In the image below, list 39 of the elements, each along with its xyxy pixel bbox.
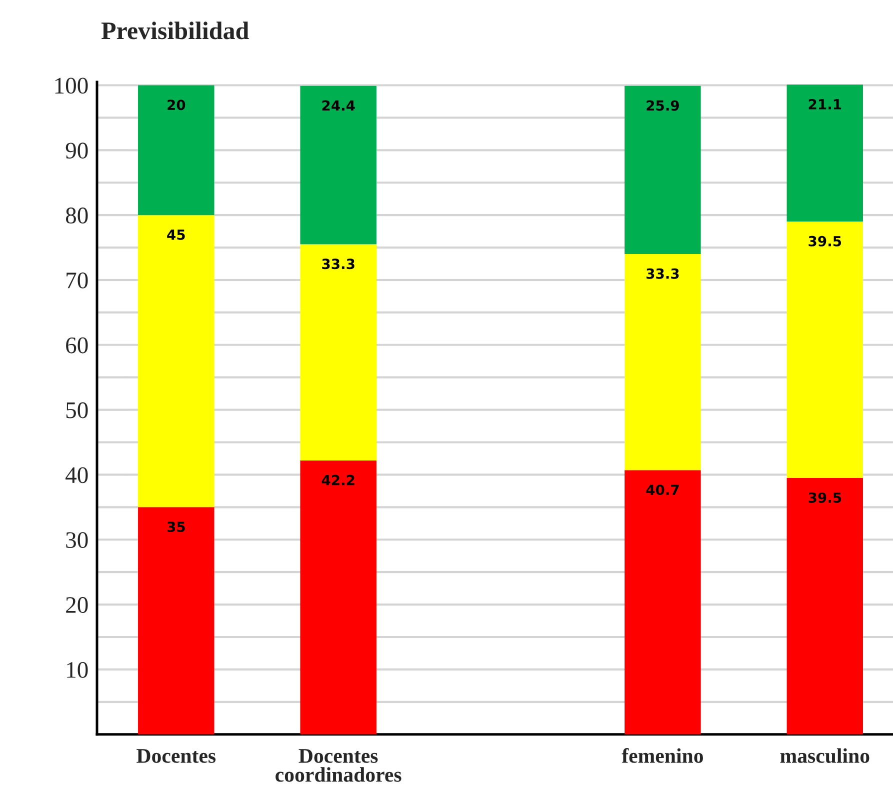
data-label: 20 [168, 100, 186, 110]
y-tick-label: 30 [66, 532, 88, 548]
bar [624, 86, 701, 254]
y-tick-label: 20 [66, 597, 88, 613]
y-tick-label: 40 [66, 467, 88, 484]
data-label: 33.3 [646, 268, 679, 279]
y-tick-label: 50 [66, 402, 88, 418]
chart-title: Previsibilidad [101, 22, 249, 40]
x-tick-label: Docentes coordinadores [276, 749, 402, 782]
bar [624, 254, 701, 470]
bar [300, 460, 376, 734]
data-label: 24.4 [322, 100, 355, 111]
x-tick-label: masculino [780, 748, 870, 763]
bar [786, 84, 863, 222]
data-label: 45 [167, 230, 185, 240]
bar [624, 470, 701, 734]
bar [138, 507, 214, 734]
y-tick-label: 10 [67, 662, 88, 678]
data-label: 39.5 [808, 236, 842, 246]
data-label: 35 [167, 522, 185, 532]
y-tick-label: 80 [66, 208, 88, 224]
bar [300, 86, 376, 244]
bar [300, 244, 376, 460]
y-tick-label: 90 [66, 142, 88, 159]
bar [138, 85, 214, 216]
y-tick-label: 100 [55, 78, 88, 94]
data-label: 39.5 [808, 492, 842, 503]
x-tick-label: femenino [622, 748, 703, 763]
data-label: 42.2 [322, 474, 354, 486]
y-tick-label: 60 [66, 337, 88, 354]
data-label: 33.3 [322, 258, 354, 270]
y-tick-label: 70 [66, 272, 88, 288]
data-label: 40.7 [646, 484, 679, 496]
bar [786, 222, 863, 478]
x-tick-label: Docentes [136, 749, 216, 763]
bar [786, 478, 863, 734]
bar [138, 215, 214, 508]
data-label: 25.9 [646, 100, 679, 111]
data-label: 21.1 [808, 98, 842, 110]
